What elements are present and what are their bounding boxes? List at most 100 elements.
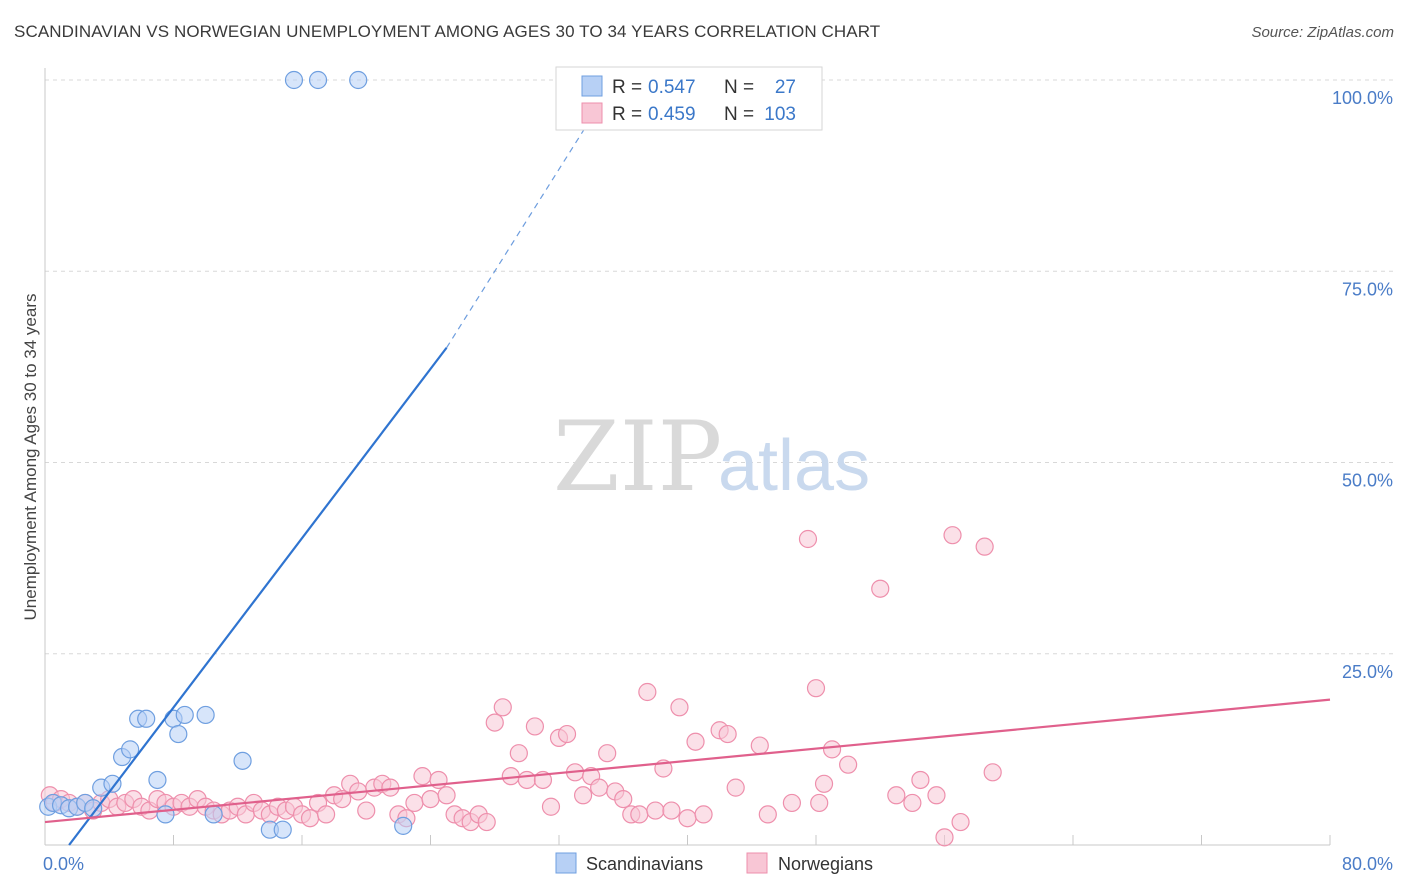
norwegian-point-69 bbox=[590, 778, 609, 797]
norwegian-point-60 bbox=[517, 770, 536, 790]
legend-n-label-2: N = bbox=[724, 104, 754, 125]
legend-swatch-scandinavians bbox=[581, 75, 603, 97]
norwegian-point-80 bbox=[678, 809, 697, 828]
legend-n-value-1: 27 bbox=[775, 77, 796, 98]
norwegian-point-85 bbox=[726, 778, 745, 797]
norwegian-point-93 bbox=[822, 740, 842, 759]
norwegian-point-82 bbox=[694, 805, 713, 824]
legend-r-label-2: R = bbox=[612, 104, 642, 125]
scandinavian-point-20 bbox=[233, 751, 252, 770]
norwegian-point-47 bbox=[413, 767, 432, 786]
norwegian-point-50 bbox=[437, 786, 456, 805]
norwegian-point-75 bbox=[638, 682, 657, 702]
scandinavian-point-26 bbox=[349, 70, 368, 90]
scandinavian-points bbox=[39, 70, 413, 839]
norwegian-points bbox=[40, 526, 1002, 847]
watermark: ZIP atlas bbox=[553, 401, 870, 513]
norwegian-point-100 bbox=[935, 828, 954, 847]
norwegian-point-63 bbox=[541, 797, 561, 816]
norwegian-point-67 bbox=[573, 786, 593, 805]
norwegian-point-84 bbox=[718, 724, 737, 744]
legend-r-value-2: 0.459 bbox=[648, 104, 696, 125]
norwegian-point-55 bbox=[477, 812, 496, 832]
scandinavian-point-24 bbox=[284, 70, 304, 90]
y-tick-label-100: 100.0% bbox=[1332, 88, 1393, 108]
legend-n-value-2: 103 bbox=[764, 104, 796, 125]
legend-r-value-1: 0.547 bbox=[648, 77, 696, 98]
norwegian-point-56 bbox=[485, 713, 504, 732]
norwegian-point-86 bbox=[750, 736, 769, 755]
norwegian-point-97 bbox=[903, 793, 922, 813]
scandinavian-point-17 bbox=[175, 705, 194, 725]
norwegian-point-65 bbox=[557, 724, 577, 744]
norwegian-point-46 bbox=[405, 793, 424, 813]
norwegian-point-81 bbox=[686, 732, 705, 751]
scandinavian-point-25 bbox=[308, 70, 328, 90]
norwegian-point-99 bbox=[927, 786, 946, 805]
x-tick-label-min: 0.0% bbox=[43, 854, 84, 874]
norwegian-point-48 bbox=[421, 789, 440, 809]
stats-legend: R = 0.547 N = 27 R = 0.459 N = 103 bbox=[555, 66, 823, 131]
x-tick-label-max: 80.0% bbox=[1342, 854, 1393, 874]
norwegian-point-40 bbox=[357, 801, 376, 820]
chart-title: SCANDINAVIAN VS NORWEGIAN UNEMPLOYMENT A… bbox=[14, 22, 881, 41]
norwegian-point-33 bbox=[300, 809, 320, 828]
norwegian-point-74 bbox=[630, 805, 649, 824]
norwegian-point-59 bbox=[509, 744, 528, 763]
scandinavian-point-8 bbox=[103, 774, 122, 793]
norwegian-point-95 bbox=[871, 579, 890, 598]
norwegian-point-104 bbox=[951, 812, 970, 832]
scandinavian-point-12 bbox=[137, 709, 156, 728]
norwegian-point-72 bbox=[614, 789, 633, 809]
legend-swatch-norwegians bbox=[581, 102, 603, 124]
norwegian-point-89 bbox=[798, 529, 818, 549]
grid-lines bbox=[45, 79, 1395, 655]
y-tick-label-75: 75.0% bbox=[1342, 279, 1393, 299]
y-tick-label-25: 25.0% bbox=[1342, 662, 1393, 682]
watermark-atlas: atlas bbox=[718, 426, 870, 506]
watermark-zip: ZIP bbox=[553, 401, 722, 513]
norwegian-point-88 bbox=[782, 793, 802, 813]
series-legend-label-scandinavians: Scandinavians bbox=[586, 854, 703, 874]
norwegian-point-57 bbox=[493, 698, 512, 717]
norwegian-point-96 bbox=[887, 786, 906, 805]
norwegian-point-98 bbox=[911, 770, 930, 790]
norwegian-point-61 bbox=[525, 717, 545, 736]
scandinavian-point-18 bbox=[196, 705, 215, 725]
scandinavian-trend-line bbox=[68, 347, 448, 846]
norwegian-point-92 bbox=[814, 774, 834, 793]
norwegian-point-79 bbox=[670, 698, 689, 717]
x-ticks bbox=[44, 835, 1331, 845]
scandinavian-point-22 bbox=[273, 820, 292, 839]
y-axis-label: Unemployment Among Ages 30 to 34 years bbox=[21, 294, 40, 621]
series-legend-label-norwegians: Norwegians bbox=[778, 854, 873, 874]
y-tick-label-50: 50.0% bbox=[1342, 471, 1393, 491]
norwegian-point-87 bbox=[758, 805, 777, 824]
norwegian-point-70 bbox=[598, 744, 617, 763]
norwegian-point-35 bbox=[316, 805, 336, 824]
norwegian-point-91 bbox=[810, 793, 829, 813]
scandinavian-point-13 bbox=[148, 770, 167, 790]
scandinavian-point-19 bbox=[204, 805, 223, 824]
legend-n-label-1: N = bbox=[724, 77, 754, 98]
y-tick-labels: 25.0% 50.0% 75.0% 100.0% bbox=[1332, 88, 1393, 682]
norwegian-point-78 bbox=[662, 801, 681, 820]
series-legend-swatch-scandinavians bbox=[555, 852, 577, 874]
series-legend-swatch-norwegians bbox=[746, 852, 768, 874]
scandinavian-point-10 bbox=[121, 740, 140, 759]
series-legend: Scandinavians Norwegians bbox=[555, 852, 873, 874]
scandinavian-point-14 bbox=[156, 805, 175, 824]
scandinavian-point-16 bbox=[169, 724, 188, 744]
trend-lines bbox=[44, 79, 1331, 846]
chart-source: Source: ZipAtlas.com bbox=[1251, 24, 1394, 41]
norwegian-trend-line bbox=[44, 698, 1331, 824]
legend-r-label-1: R = bbox=[612, 77, 642, 98]
norwegian-point-101 bbox=[943, 526, 962, 545]
norwegian-point-90 bbox=[806, 679, 826, 698]
norwegian-point-103 bbox=[983, 763, 1002, 782]
norwegian-point-102 bbox=[975, 537, 994, 556]
norwegian-point-94 bbox=[839, 755, 858, 774]
scandinavian-trend-line-extension bbox=[446, 79, 616, 349]
scandinavian-point-23 bbox=[394, 816, 413, 835]
